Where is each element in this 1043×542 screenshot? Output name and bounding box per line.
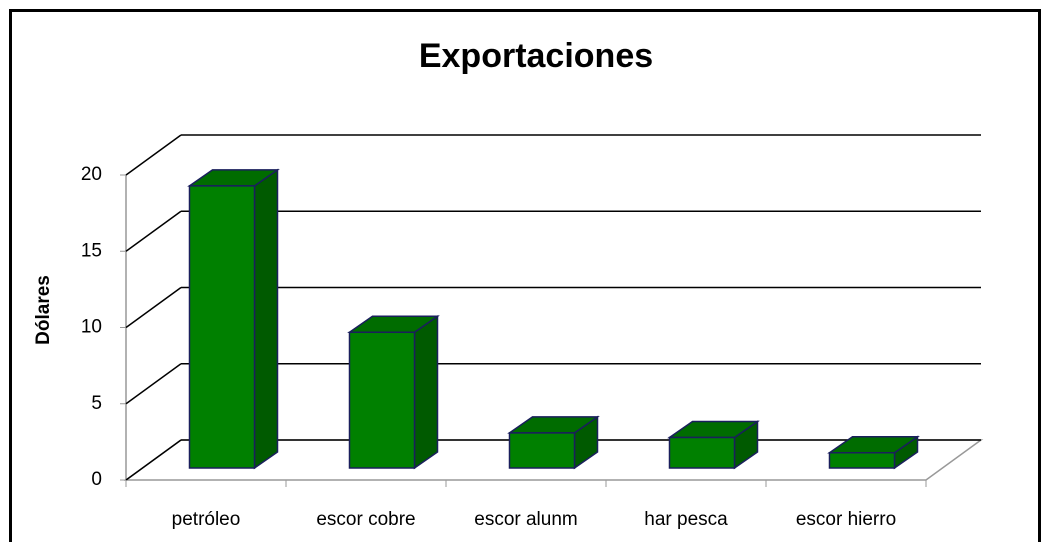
bar-side xyxy=(413,314,439,470)
grid-line xyxy=(125,134,182,176)
grid-line xyxy=(125,286,182,329)
x-tick-label: escor cobre xyxy=(316,509,415,530)
grid-line xyxy=(125,363,182,405)
bar-side xyxy=(253,168,279,470)
y-tick-label: 0 xyxy=(91,469,102,490)
x-tick-label: escor alunm xyxy=(474,509,578,530)
bar xyxy=(668,436,736,469)
y-tick-label: 10 xyxy=(81,317,102,338)
x-tick-label: escor hierro xyxy=(796,509,896,530)
y-tick-label: 15 xyxy=(81,240,102,261)
grid-line xyxy=(125,439,182,481)
bar xyxy=(348,331,416,469)
bar xyxy=(828,452,896,469)
bar xyxy=(188,185,256,469)
y-tick-label: 5 xyxy=(91,393,102,414)
bar xyxy=(508,432,576,469)
x-tick-label: har pesca xyxy=(644,509,728,530)
y-tick-label: 20 xyxy=(81,164,102,185)
y-axis-label: Dólares xyxy=(33,275,54,345)
x-tick-label: petróleo xyxy=(172,509,241,530)
chart-title: Exportaciones xyxy=(419,37,653,75)
grid-line xyxy=(125,210,182,252)
